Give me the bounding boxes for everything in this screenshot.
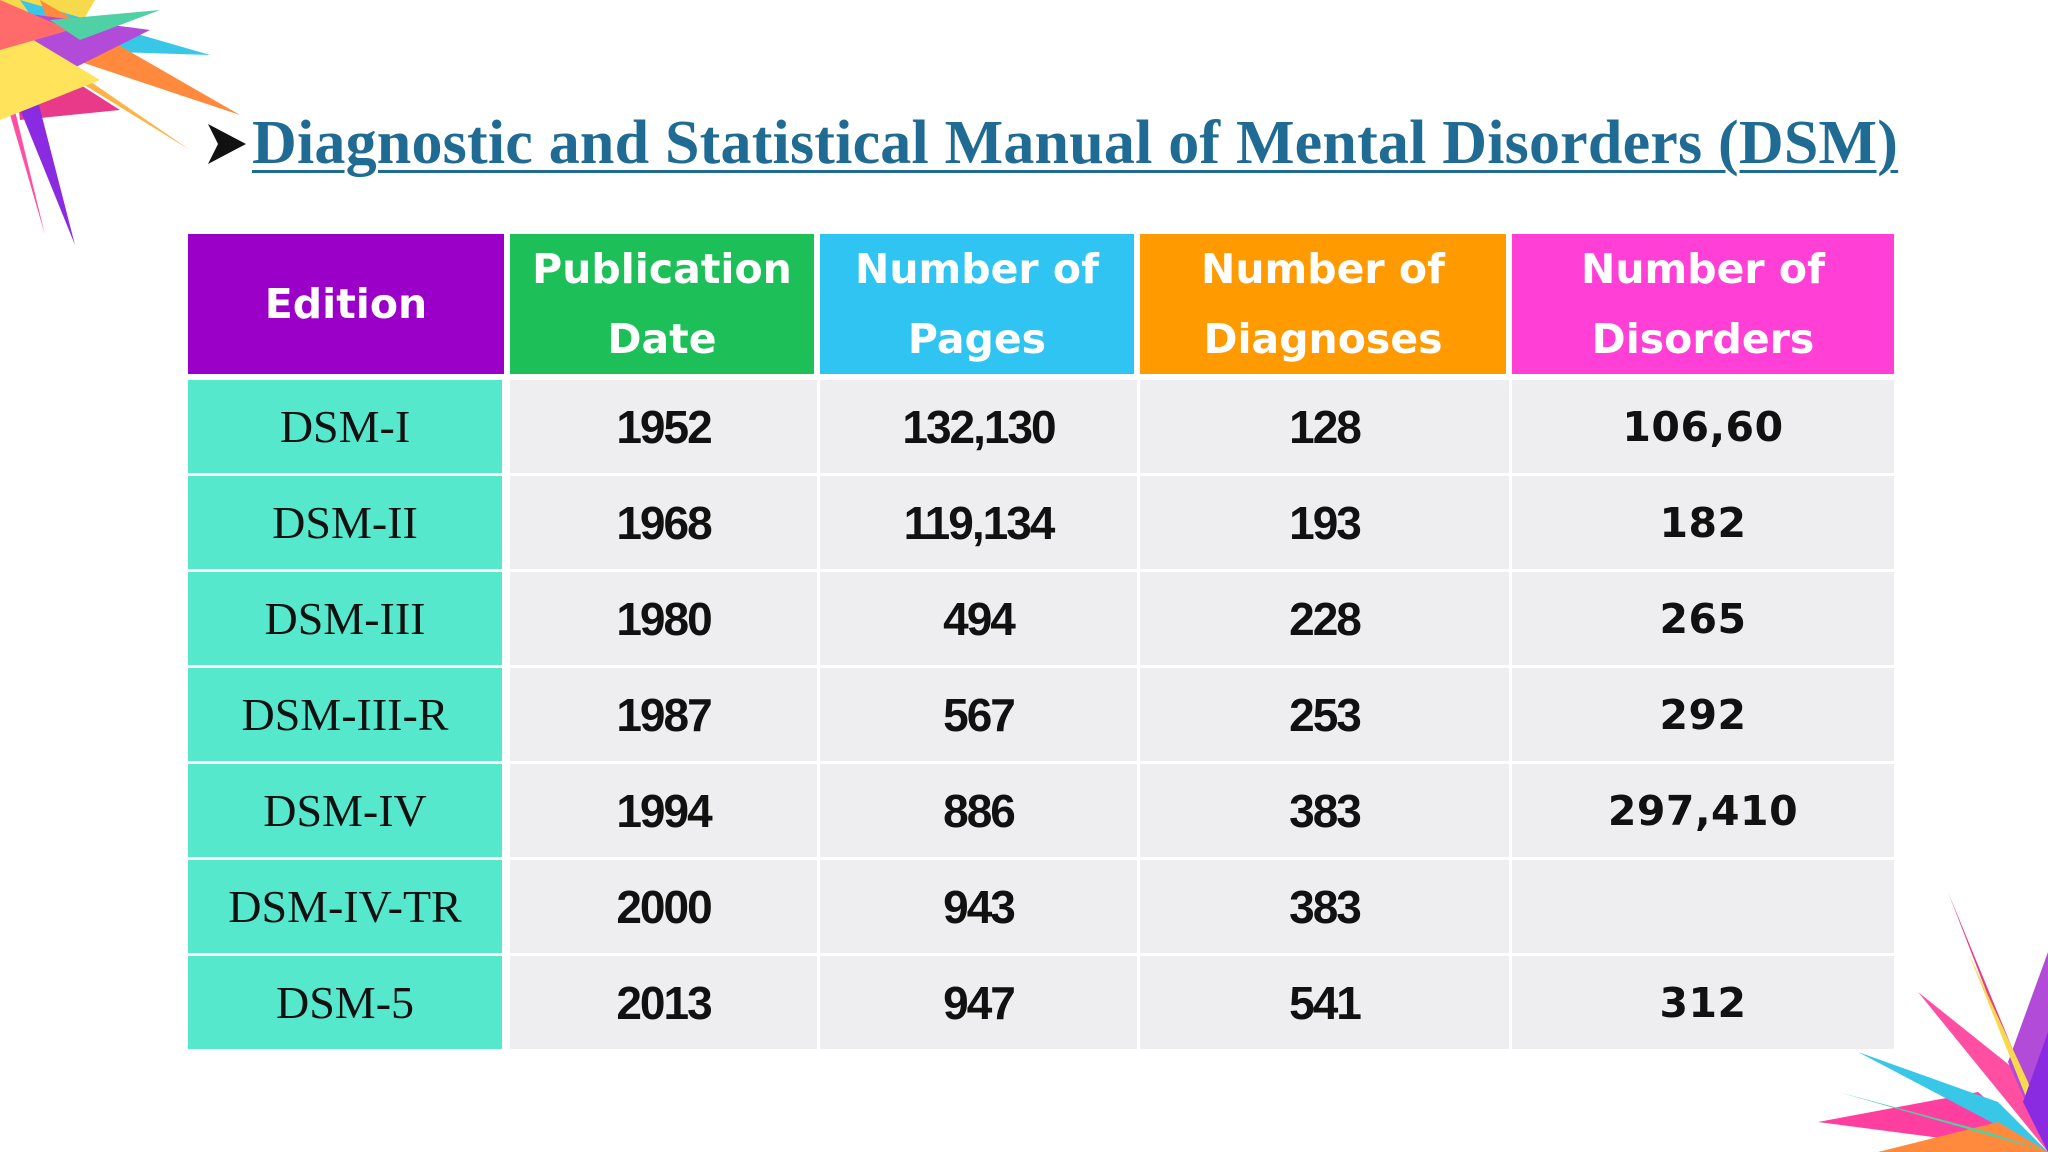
cell-disorders: 106,60	[1512, 380, 1894, 476]
cell-edition: DSM-III	[188, 572, 510, 668]
cell-pages: 886	[820, 764, 1140, 860]
table-row: DSM-IV-TR 2000 943 383	[188, 860, 1894, 956]
header-label-line: Publication	[532, 245, 792, 293]
cell-edition: DSM-5	[188, 956, 510, 1052]
header-edition-label: Edition	[264, 280, 428, 328]
cell-edition: DSM-IV	[188, 764, 510, 860]
cell-pages: 494	[820, 572, 1140, 668]
cell-diagnoses: 383	[1140, 764, 1512, 860]
header-label-line: Pages	[907, 315, 1047, 363]
cell-pages: 943	[820, 860, 1140, 956]
cell-diagnoses: 193	[1140, 476, 1512, 572]
header-number-of-diagnoses: Number of Diagnoses	[1140, 234, 1512, 380]
cell-pages: 567	[820, 668, 1140, 764]
table-header-row: Edition Publication Date Number of Pages…	[188, 234, 1894, 380]
header-number-of-pages: Number of Pages	[820, 234, 1140, 380]
slide-title: Diagnostic and Statistical Manual of Men…	[252, 109, 1899, 177]
cell-edition: DSM-II	[188, 476, 510, 572]
cell-publication-date: 1968	[510, 476, 820, 572]
header-label-line: Date	[607, 315, 717, 363]
cell-diagnoses: 128	[1140, 380, 1512, 476]
slide-title-row: Diagnostic and Statistical Manual of Men…	[208, 108, 1898, 179]
cell-disorders: 182	[1512, 476, 1894, 572]
cell-edition: DSM-IV-TR	[188, 860, 510, 956]
cell-pages: 119,134	[820, 476, 1140, 572]
header-label-line: Number of	[1201, 245, 1445, 293]
header-label-line: Diagnoses	[1203, 315, 1443, 363]
table-row: DSM-I 1952 132,130 128 106,60	[188, 380, 1894, 476]
starburst-decoration-top-left	[0, 0, 240, 245]
table-row: DSM-5 2013 947 541 312	[188, 956, 1894, 1052]
cell-diagnoses: 541	[1140, 956, 1512, 1052]
cell-diagnoses: 383	[1140, 860, 1512, 956]
cell-edition: DSM-I	[188, 380, 510, 476]
cell-disorders: 297,410	[1512, 764, 1894, 860]
header-number-of-disorders: Number of Disorders	[1512, 234, 1894, 380]
header-edition: Edition	[188, 234, 510, 380]
cell-publication-date: 1994	[510, 764, 820, 860]
cell-edition: DSM-III-R	[188, 668, 510, 764]
table-row: DSM-IV 1994 886 383 297,410	[188, 764, 1894, 860]
cell-publication-date: 1952	[510, 380, 820, 476]
table-row: DSM-III-R 1987 567 253 292	[188, 668, 1894, 764]
cell-disorders: 265	[1512, 572, 1894, 668]
header-label-line: Number of	[1581, 245, 1825, 293]
cell-disorders	[1512, 860, 1894, 956]
cell-disorders: 292	[1512, 668, 1894, 764]
arrow-bullet-icon	[208, 123, 246, 164]
header-publication-date: Publication Date	[510, 234, 820, 380]
cell-disorders: 312	[1512, 956, 1894, 1052]
cell-pages: 132,130	[820, 380, 1140, 476]
cell-publication-date: 1987	[510, 668, 820, 764]
cell-publication-date: 2013	[510, 956, 820, 1052]
cell-publication-date: 1980	[510, 572, 820, 668]
cell-publication-date: 2000	[510, 860, 820, 956]
cell-diagnoses: 253	[1140, 668, 1512, 764]
header-label-line: Number of	[855, 245, 1099, 293]
header-label-line: Disorders	[1591, 315, 1815, 363]
table-row: DSM-II 1968 119,134 193 182	[188, 476, 1894, 572]
cell-pages: 947	[820, 956, 1140, 1052]
table-row: DSM-III 1980 494 228 265	[188, 572, 1894, 668]
dsm-editions-table: Edition Publication Date Number of Pages…	[188, 234, 1894, 1052]
cell-diagnoses: 228	[1140, 572, 1512, 668]
